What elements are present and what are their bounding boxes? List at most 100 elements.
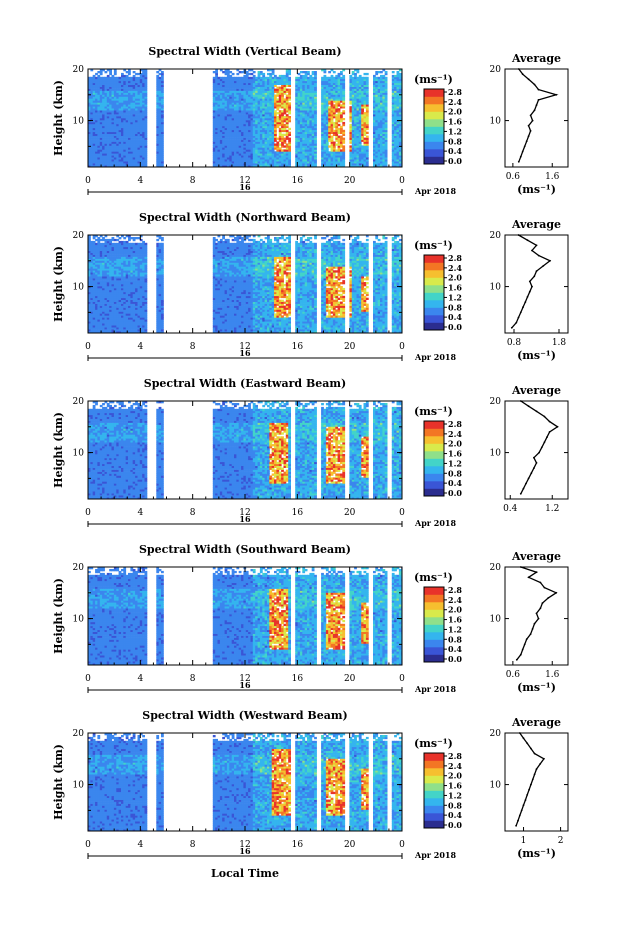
heatmap-cell	[119, 85, 122, 87]
heatmap-cell	[135, 81, 138, 83]
heatmap-cell	[213, 157, 216, 159]
heatmap-cell	[97, 110, 100, 112]
heatmap-cell	[159, 140, 162, 142]
heatmap-cell	[123, 163, 126, 165]
heatmap-cell	[135, 91, 138, 93]
heatmap-cell	[114, 134, 117, 136]
heatmap-cell	[102, 89, 105, 91]
heatmap-cell	[133, 100, 136, 102]
heatmap-cell	[114, 110, 117, 112]
heatmap-cell	[145, 71, 148, 73]
heatmap-cell	[145, 89, 148, 91]
heatmap-cell	[133, 91, 136, 93]
heatmap-cell	[123, 91, 126, 93]
heatmap-cell	[218, 79, 221, 81]
heatmap-cell	[135, 144, 138, 146]
heatmap-cell	[97, 71, 100, 73]
heatmap-cell	[123, 118, 126, 120]
heatmap-cell	[107, 153, 110, 155]
heatmap-cell	[97, 134, 100, 136]
heatmap-cell	[97, 144, 100, 146]
heatmap-cell	[97, 114, 100, 116]
heatmap-cell	[140, 108, 143, 110]
heatmap-cell	[161, 130, 164, 132]
heatmap-cell	[102, 100, 105, 102]
heatmap-cell	[93, 100, 96, 102]
heatmap-cell	[135, 149, 138, 151]
heatmap-cell	[135, 157, 138, 159]
heatmap-cell	[159, 110, 162, 112]
heatmap-cell	[107, 100, 110, 102]
heatmap-cell	[128, 114, 131, 116]
heatmap-cell	[159, 159, 162, 161]
heatmap-cell	[159, 128, 162, 130]
heatmap-cell	[102, 95, 105, 97]
heatmap-cell	[222, 149, 225, 151]
heatmap-cell	[123, 108, 126, 110]
heatmap-cell	[102, 118, 105, 120]
heatmap-cell	[119, 120, 122, 122]
heatmap-cell	[128, 134, 131, 136]
heatmap-cell	[135, 138, 138, 140]
heatmap-cell	[114, 79, 117, 81]
heatmap-cell	[161, 149, 164, 151]
heatmap-cell	[107, 163, 110, 165]
heatmap-cell	[140, 89, 143, 91]
heatmap-cell	[222, 138, 225, 140]
heatmap-cell	[218, 144, 221, 146]
heatmap-cell	[112, 159, 115, 161]
heatmap-cell	[161, 147, 164, 149]
heatmap-cell	[159, 91, 162, 93]
heatmap-cell	[112, 153, 115, 155]
heatmap-cell	[128, 108, 131, 110]
heatmap-cell	[128, 81, 131, 83]
heatmap-cell	[218, 114, 221, 116]
heatmap-cell	[93, 95, 96, 97]
heatmap-cell	[140, 157, 143, 159]
heatmap-cell	[107, 89, 110, 91]
heatmap-cell	[97, 104, 100, 106]
heatmap-cell	[128, 144, 131, 146]
heatmap-cell	[213, 91, 216, 93]
heatmap-cell	[161, 144, 164, 146]
heatmap-cell	[123, 79, 126, 81]
heatmap-cell	[93, 159, 96, 161]
heatmap-cell	[218, 104, 221, 106]
heatmap-cell	[159, 134, 162, 136]
heatmap-cell	[213, 95, 216, 97]
heatmap-cell	[135, 108, 138, 110]
heatmap-cell	[107, 120, 110, 122]
heatmap-cell	[145, 79, 148, 81]
heatmap-cell	[159, 157, 162, 159]
heatmap-cell	[102, 114, 105, 116]
heatmap-cell	[102, 144, 105, 146]
heatmap-cell	[119, 114, 122, 116]
panel-title: Spectral Width (Vertical Beam)	[148, 45, 341, 58]
heatmap-cell	[135, 130, 138, 132]
heatmap-cell	[123, 149, 126, 151]
heatmap-cell	[102, 104, 105, 106]
heatmap-cell	[213, 138, 216, 140]
heatmap-cell	[102, 128, 105, 130]
heatmap-cell	[135, 79, 138, 81]
heatmap-cell	[218, 130, 221, 132]
heatmap-cell	[218, 95, 221, 97]
heatmap-cell	[128, 95, 131, 97]
heatmap-cell	[213, 118, 216, 120]
heatmap-cell	[145, 118, 148, 120]
heatmap-cell	[213, 130, 216, 132]
heatmap-cell	[140, 130, 143, 132]
heatmap-cell	[133, 81, 136, 83]
heatmap-cell	[145, 75, 148, 77]
heatmap-cell	[102, 134, 105, 136]
heatmap-cell	[135, 98, 138, 100]
heatmap-cell	[119, 98, 122, 100]
heatmap-cell	[133, 153, 136, 155]
heatmap-cell	[107, 149, 110, 151]
heatmap-cell	[119, 104, 122, 106]
heatmap-cell	[107, 130, 110, 132]
heatmap-cell	[123, 100, 126, 102]
heatmap-cell	[213, 98, 216, 100]
heatmap-cell	[213, 85, 216, 87]
heatmap-cell	[119, 95, 122, 97]
